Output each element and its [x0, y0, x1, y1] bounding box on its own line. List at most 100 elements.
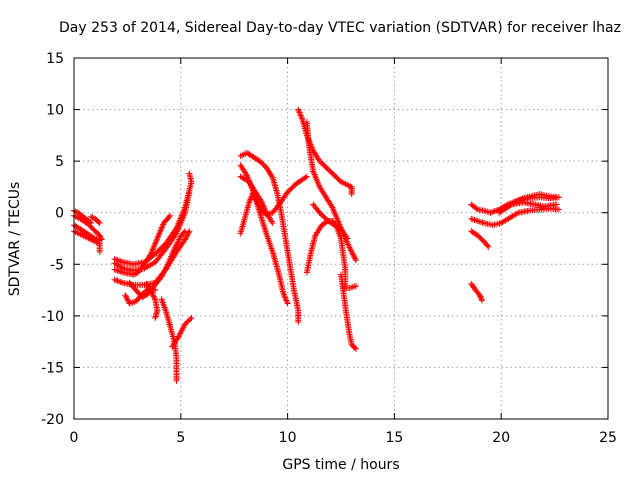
data-point: [117, 258, 124, 265]
y-tick-label: 15: [46, 51, 64, 67]
data-point: [513, 210, 520, 217]
chart-title: Day 253 of 2014, Sidereal Day-to-day VTE…: [59, 20, 621, 36]
data-point: [343, 234, 350, 241]
data-point: [167, 212, 174, 219]
x-tick-label: 10: [279, 430, 297, 446]
data-series: [295, 106, 355, 198]
data-point: [268, 218, 275, 225]
data-point: [284, 300, 291, 307]
data-point: [148, 289, 155, 296]
data-point: [147, 288, 154, 295]
data-point: [484, 242, 491, 249]
data-point: [352, 345, 359, 352]
data-series: [310, 201, 351, 242]
data-point: [111, 276, 118, 283]
data-point: [477, 294, 484, 301]
data-point: [511, 199, 518, 206]
data-point: [147, 250, 154, 257]
y-tick-label: 0: [55, 206, 64, 222]
data-point: [347, 247, 354, 254]
data-point: [183, 233, 190, 240]
data-point: [98, 236, 105, 243]
y-tick-label: -5: [50, 257, 64, 273]
data-point: [152, 287, 159, 294]
data-point: [352, 257, 359, 264]
data-point: [95, 218, 102, 225]
data-point: [345, 242, 352, 249]
data-point: [491, 208, 498, 215]
data-point: [113, 266, 120, 273]
data-point: [251, 190, 258, 197]
data-point: [86, 218, 93, 225]
data-point: [348, 248, 355, 255]
tick-labels: 0 5 10 15 20 25 -20 -15 -10 -5 0 5 10 15: [41, 51, 617, 446]
data-point: [150, 293, 157, 300]
data-point: [88, 213, 95, 220]
data-point: [349, 250, 356, 257]
data-point: [122, 292, 129, 299]
data-point: [257, 204, 264, 211]
data-point: [158, 224, 165, 231]
data-series: [237, 173, 310, 237]
data-point: [96, 220, 103, 227]
data-point: [256, 203, 263, 210]
data-series: [143, 280, 161, 321]
data-point: [302, 174, 309, 181]
y-tick-label: 10: [46, 103, 64, 119]
data-point: [256, 202, 263, 209]
data-point: [151, 242, 158, 249]
data-point: [490, 208, 497, 215]
data-point: [155, 231, 162, 238]
data-point: [283, 299, 290, 306]
data-point: [156, 230, 163, 237]
y-tick-label: 5: [55, 154, 64, 170]
data-point: [96, 232, 103, 239]
y-axis-label: SDTVAR / TECUs: [7, 182, 23, 297]
x-tick-label: 25: [599, 430, 617, 446]
data-point: [88, 220, 95, 227]
data-series: [111, 189, 193, 274]
data-point: [295, 108, 302, 115]
data-point: [150, 292, 157, 299]
data-series: [169, 314, 195, 350]
data-point: [255, 200, 262, 207]
data-point: [296, 109, 303, 116]
data-point: [298, 113, 305, 120]
y-tick-label: -15: [41, 360, 64, 376]
data-point: [151, 294, 158, 301]
data-point: [118, 279, 125, 286]
data-point: [351, 344, 358, 351]
data-point: [115, 278, 122, 285]
data-point: [153, 237, 160, 244]
data-point: [181, 229, 188, 236]
data-point: [157, 227, 164, 234]
data-point: [478, 297, 485, 304]
data-point: [295, 319, 302, 326]
data-point: [515, 197, 522, 204]
data-point: [149, 248, 156, 255]
data-point: [97, 233, 104, 240]
data-point: [282, 296, 289, 303]
data-point: [348, 191, 355, 198]
data-point: [283, 297, 290, 304]
data-point: [111, 266, 118, 273]
data-point: [555, 206, 562, 213]
data-point: [280, 290, 287, 297]
x-tick-label: 0: [70, 430, 79, 446]
data-series: [496, 199, 560, 216]
data-point: [72, 208, 79, 215]
data-point: [345, 241, 352, 248]
data-point: [346, 244, 353, 251]
data-point: [155, 233, 162, 240]
y-tick-label: -20: [41, 412, 64, 428]
data-point: [184, 232, 191, 239]
data-point: [246, 197, 253, 204]
data-point: [553, 201, 560, 208]
data-point: [246, 199, 253, 206]
data-point: [518, 195, 525, 202]
data-point: [123, 294, 130, 301]
data-point: [328, 203, 335, 210]
data-point: [118, 258, 125, 265]
data-point: [352, 255, 359, 262]
